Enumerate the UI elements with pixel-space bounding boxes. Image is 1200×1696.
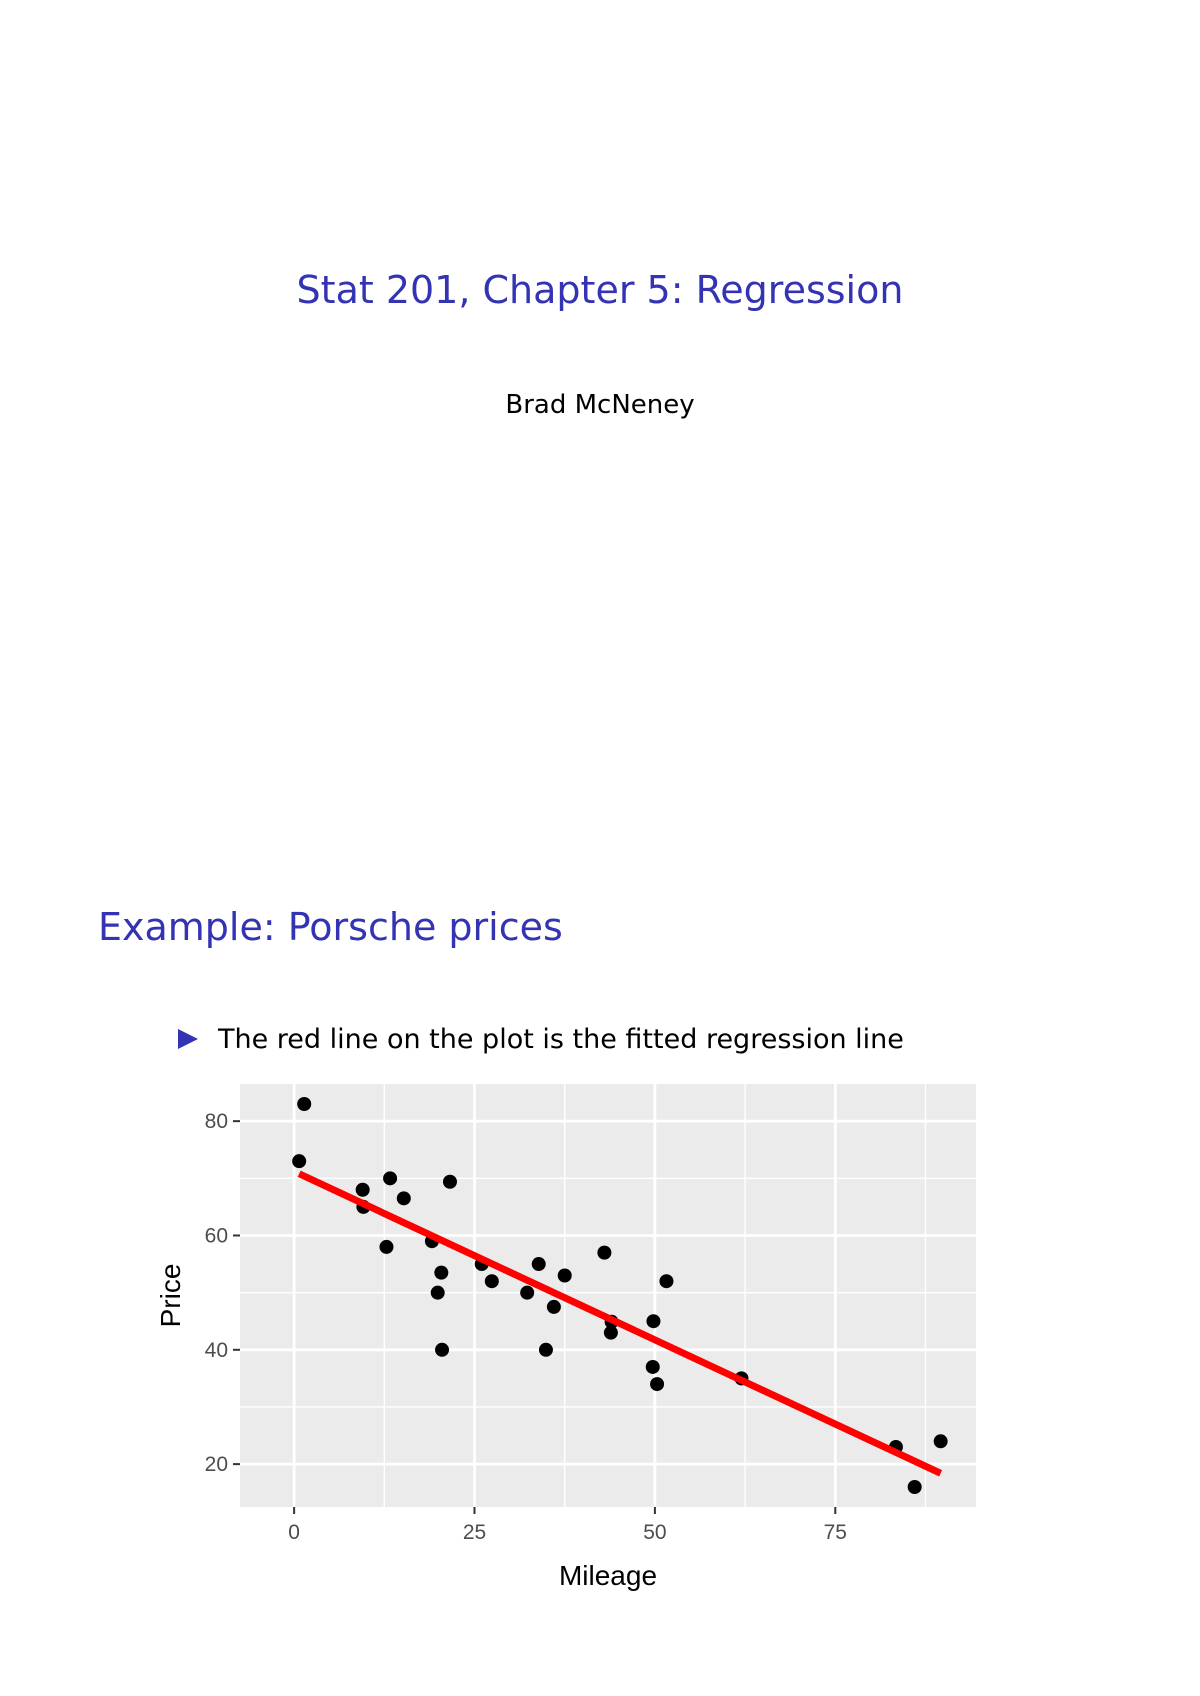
data-point (646, 1314, 661, 1329)
data-point (538, 1342, 553, 1357)
data-point (430, 1285, 445, 1300)
bullet-item: The red line on the plot is the fitted r… (178, 1020, 904, 1058)
data-point (907, 1479, 922, 1494)
data-point (396, 1191, 411, 1206)
data-point (659, 1274, 674, 1289)
data-point (292, 1154, 307, 1169)
data-point (546, 1299, 561, 1314)
y-axis-title: Price (155, 1264, 186, 1328)
triangle-bullet-icon (178, 1029, 198, 1049)
major-gridlines (240, 1084, 976, 1507)
title-slide-title: Stat 201, Chapter 5: Regression (296, 268, 904, 312)
data-point (597, 1245, 612, 1260)
data-point (435, 1342, 450, 1357)
minor-gridlines (240, 1084, 976, 1507)
data-point (557, 1268, 572, 1283)
data-point (434, 1265, 449, 1280)
y-tick-label: 40 (205, 1339, 228, 1362)
x-axis-title: Mileage (559, 1560, 657, 1591)
data-point (531, 1257, 546, 1272)
data-point (379, 1239, 394, 1254)
tick-labels: 0 25 50 75 20 40 60 80 (205, 1110, 847, 1544)
y-tick-label: 60 (205, 1224, 228, 1247)
data-point (933, 1434, 948, 1449)
x-tick-label: 50 (643, 1521, 666, 1544)
bullet-text: The red line on the plot is the fitted r… (218, 1023, 904, 1055)
frame-title: Example: Porsche prices (98, 905, 563, 949)
data-point (650, 1377, 665, 1392)
data-point (603, 1325, 618, 1340)
x-tick-label: 75 (824, 1521, 847, 1544)
data-point (484, 1274, 499, 1289)
data-point (355, 1182, 370, 1197)
fitted-regression-line (297, 1170, 943, 1477)
data-point (520, 1285, 535, 1300)
data-point (297, 1097, 312, 1112)
data-point (442, 1174, 457, 1189)
y-tick-label: 80 (205, 1110, 228, 1133)
data-point (383, 1171, 398, 1186)
title-slide-author: Brad McNeney (505, 390, 695, 420)
plot-panel (240, 1084, 976, 1507)
y-tick-label: 20 (205, 1453, 228, 1476)
x-tick-label: 0 (288, 1521, 300, 1544)
x-tick-label: 25 (463, 1521, 486, 1544)
axis-tick-marks (233, 1120, 837, 1514)
data-point (645, 1359, 660, 1374)
